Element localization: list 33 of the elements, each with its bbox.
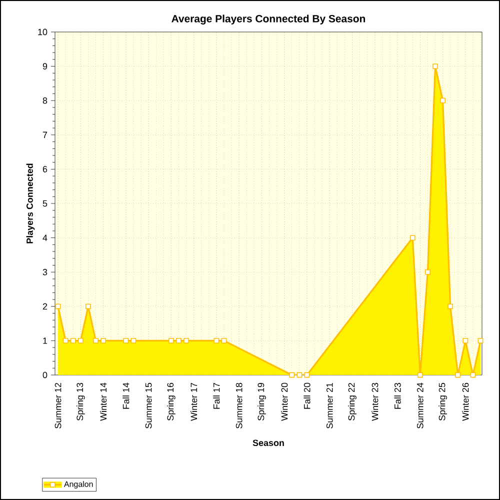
- x-tick-label: Summer 18: [236, 382, 242, 428]
- y-tick-label: 7: [42, 132, 48, 138]
- y-tick-label: 1: [43, 338, 48, 344]
- x-tick-label: Fall 14: [122, 382, 130, 409]
- y-tick-label: 6: [42, 166, 48, 172]
- y-tick-label: 2: [42, 303, 48, 310]
- y-tick-label: 8: [42, 97, 48, 104]
- x-tick-label: Spring 22: [348, 382, 356, 420]
- x-tick-label: Winter 26: [462, 382, 469, 421]
- x-tick-label: Fall 20: [304, 382, 310, 409]
- y-tick-label: 3: [42, 268, 48, 276]
- y-tick-label: 0: [42, 372, 48, 378]
- x-tick-label: Winter 14: [100, 382, 107, 421]
- x-tick-label: Winter 20: [281, 382, 288, 421]
- x-tick-label: Fall 17: [213, 382, 220, 409]
- y-tick-label: 5: [42, 200, 48, 207]
- y-tick-label: 9: [42, 63, 48, 70]
- x-tick-label: Summer 21: [326, 382, 333, 428]
- x-tick-label: Spring 16: [167, 382, 176, 420]
- x-tick-label: Spring 13: [76, 382, 85, 420]
- x-axis-title: Season: [252, 440, 284, 446]
- x-tick-label: Spring 25: [438, 382, 447, 420]
- x-tick-label: Summer 24: [416, 382, 424, 428]
- x-tick-label: Fall 23: [394, 382, 401, 409]
- y-axis-title: Players Connected: [26, 164, 35, 244]
- x-tick-label: Spring 19: [258, 382, 266, 420]
- y-tick-label: 10: [38, 28, 48, 36]
- x-tick-label: Winter 17: [190, 382, 198, 421]
- x-tick-label: Summer 15: [145, 382, 152, 428]
- x-tick-label: Summer 12: [54, 382, 62, 428]
- x-tick-label: Winter 23: [372, 382, 378, 421]
- chart-title: Average Players Connected By Season: [172, 14, 366, 24]
- y-tick-label: 4: [42, 234, 48, 241]
